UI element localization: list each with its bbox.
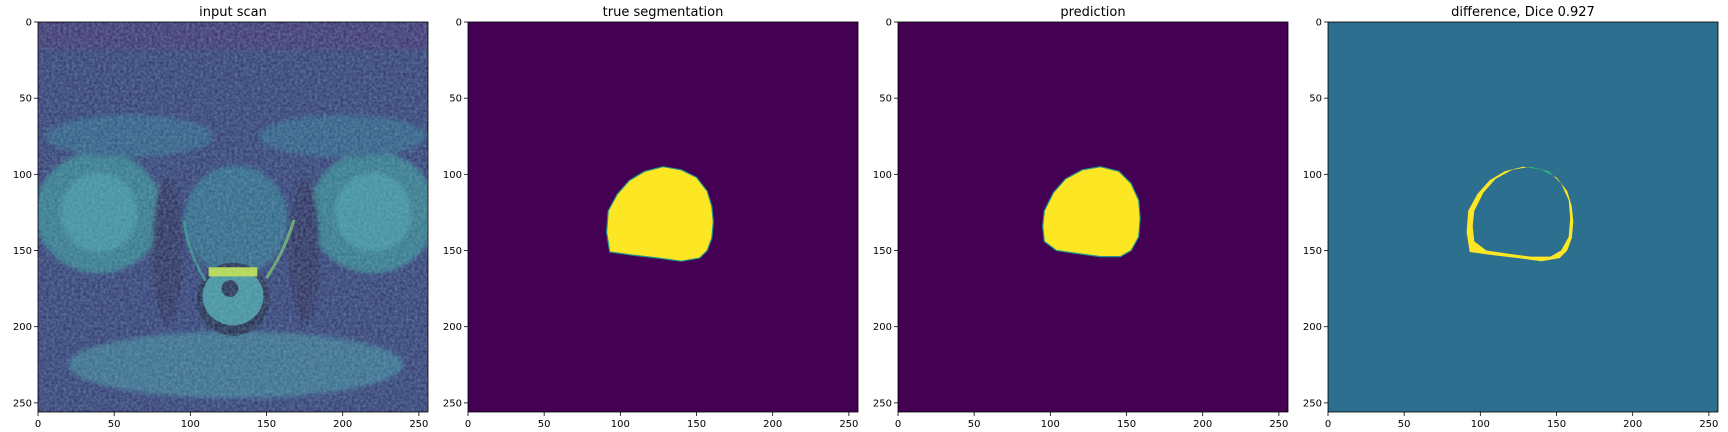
segmentation-mask <box>605 166 714 262</box>
y-tick-label: 100 <box>13 170 32 181</box>
extra-region <box>1472 166 1571 257</box>
y-tick-label: 50 <box>449 94 462 105</box>
y-tick-label: 50 <box>19 94 32 105</box>
x-tick-label: 150 <box>1547 419 1566 430</box>
y-tick-label: 100 <box>1303 170 1322 181</box>
y-tick-label: 150 <box>443 246 462 257</box>
x-tick-label: 50 <box>538 419 551 430</box>
x-tick-label: 200 <box>1193 419 1212 430</box>
y-tick-label: 150 <box>1303 246 1322 257</box>
x-tick-label: 100 <box>611 419 630 430</box>
y-tick-label: 200 <box>13 322 32 333</box>
axes-frame <box>1327 21 1719 413</box>
x-tick-label: 250 <box>1699 419 1718 430</box>
y-tick-label: 0 <box>1316 18 1322 29</box>
x-tick-label: 200 <box>333 419 352 430</box>
panel-title: input scan <box>199 5 267 20</box>
y-tick-label: 50 <box>879 94 892 105</box>
x-tick-label: 200 <box>1623 419 1642 430</box>
y-tick-label: 150 <box>13 246 32 257</box>
image-area <box>38 22 428 412</box>
axes-frame <box>897 21 1289 413</box>
x-tick-label: 50 <box>1398 419 1411 430</box>
y-tick-label: 200 <box>1303 322 1322 333</box>
x-tick-label: 150 <box>257 419 276 430</box>
panel-title: prediction <box>1060 5 1125 20</box>
x-tick-label: 250 <box>409 419 428 430</box>
x-tick-label: 150 <box>687 419 706 430</box>
y-tick-label: 50 <box>1309 94 1322 105</box>
y-tick-label: 100 <box>443 170 462 181</box>
y-tick-label: 200 <box>443 322 462 333</box>
axes-frame <box>467 21 859 413</box>
y-tick-label: 200 <box>873 322 892 333</box>
segmentation-mask <box>1042 166 1141 258</box>
x-tick-label: 200 <box>763 419 782 430</box>
x-tick-label: 100 <box>181 419 200 430</box>
axes-frame <box>37 21 429 413</box>
x-tick-label: 0 <box>1325 419 1331 430</box>
image-area <box>468 22 858 412</box>
y-tick-label: 150 <box>873 246 892 257</box>
y-tick-label: 250 <box>13 398 32 409</box>
scan-texture <box>38 22 428 412</box>
image-area <box>1328 22 1718 412</box>
y-tick-label: 250 <box>873 398 892 409</box>
y-tick-label: 0 <box>886 18 892 29</box>
y-tick-label: 100 <box>873 170 892 181</box>
y-tick-label: 250 <box>443 398 462 409</box>
image-area <box>898 22 1288 412</box>
x-tick-label: 0 <box>35 419 41 430</box>
x-tick-label: 0 <box>895 419 901 430</box>
x-tick-label: 100 <box>1471 419 1490 430</box>
x-tick-label: 250 <box>1269 419 1288 430</box>
x-tick-label: 100 <box>1041 419 1060 430</box>
x-tick-label: 250 <box>839 419 858 430</box>
x-tick-label: 150 <box>1117 419 1136 430</box>
x-tick-label: 50 <box>108 419 121 430</box>
panel-title: difference, Dice 0.927 <box>1451 5 1595 20</box>
x-tick-label: 0 <box>465 419 471 430</box>
panel-title: true segmentation <box>603 5 724 20</box>
y-tick-label: 0 <box>26 18 32 29</box>
y-tick-label: 250 <box>1303 398 1322 409</box>
x-tick-label: 50 <box>968 419 981 430</box>
y-tick-label: 0 <box>456 18 462 29</box>
